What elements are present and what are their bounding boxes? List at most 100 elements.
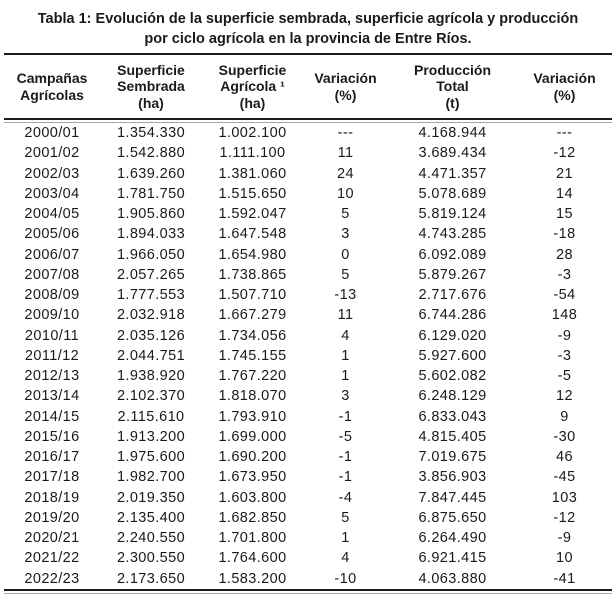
table-cell: -12: [553, 145, 576, 162]
table-row: 2011/12 2.044.751 1.745.155 1 5.927.600 -3: [4, 346, 612, 366]
table-row: 2006/07 1.966.050 1.654.980 0 6.092.089 28: [4, 245, 612, 265]
table-cell: 2.173.650: [116, 570, 186, 587]
column-header-line: Agrícola ¹: [220, 78, 285, 95]
table-row: 2003/04 1.781.750 1.515.650 10 5.078.689 14: [4, 184, 612, 204]
table-cell: 1.905.860: [116, 206, 186, 223]
table-cell: 2013/14: [24, 388, 80, 405]
table-cell: 6.875.650: [418, 509, 487, 526]
table-cell: 2011/12: [24, 347, 80, 364]
table-cell: 4: [341, 327, 350, 344]
table-cell: 1.654.980: [218, 246, 287, 263]
table-cell: 5: [341, 266, 350, 283]
column-header-line: Agrícolas: [20, 86, 84, 103]
table-cell: 1.542.880: [116, 145, 186, 162]
table-cell: 2009/10: [24, 307, 80, 324]
table-row: 2008/09 1.777.553 1.507.710 -13 2.717.676 -54: [4, 285, 612, 305]
table-cell: 1.639.260: [116, 165, 186, 182]
header-divider: [4, 118, 612, 123]
table-cell: 2022/23: [24, 570, 80, 587]
table-cell: 1.507.710: [218, 287, 287, 304]
table-cell: 1.767.220: [218, 368, 287, 385]
table-cell: -3: [557, 266, 572, 283]
table-row: 2002/03 1.639.260 1.381.060 24 4.471.357 21: [4, 164, 612, 184]
table-cell: 46: [556, 449, 573, 466]
data-table: Campañas Agrícolas Superficie Sembrada (ha) S…: [4, 53, 612, 594]
table-cell: 1.818.070: [218, 388, 287, 405]
table-cell: 9: [560, 408, 569, 425]
table-cell: -30: [553, 428, 576, 445]
table-cell: 2021/22: [24, 550, 80, 567]
table-cell: 2.717.676: [418, 287, 487, 304]
column-header-line: Campañas: [16, 70, 88, 86]
table-cell: 1.592.047: [218, 206, 287, 223]
table-cell: -3: [557, 347, 572, 364]
table-cell: 2002/03: [24, 165, 80, 182]
table-cell: 1.894.033: [116, 226, 186, 243]
table-cell: 2.102.370: [116, 388, 186, 405]
table-cell: 6.264.490: [418, 530, 487, 547]
table-cell: -5: [557, 368, 572, 385]
table-cell: -4: [338, 489, 353, 506]
column-header-line: (t): [445, 94, 460, 111]
table-cell: 10: [556, 550, 573, 567]
table-cell: 1.667.279: [218, 307, 287, 324]
table-cell: 2.019.350: [116, 489, 186, 506]
table-cell: 1: [341, 347, 350, 364]
table-cell: 6.092.089: [418, 246, 487, 263]
table-cell: -1: [338, 469, 353, 486]
table-cell: 10: [337, 185, 354, 202]
table-row: 2019/20 2.135.400 1.682.850 5 6.875.650 -12: [4, 508, 612, 528]
table-cell: 6.129.020: [418, 327, 487, 344]
table-row: 2015/16 1.913.200 1.699.000 -5 4.815.405 -30: [4, 427, 612, 447]
table-cell: 1.982.700: [116, 469, 186, 486]
table-cell: 1.738.865: [218, 266, 287, 283]
table-cell: 6.833.043: [418, 408, 487, 425]
table-cell: 3.856.903: [418, 469, 487, 486]
table-cell: 4.815.405: [418, 428, 487, 445]
table-row: 2001/02 1.542.880 1.111.100 11 3.689.434 -12: [4, 143, 612, 163]
table-cell: 24: [337, 165, 354, 182]
table-cell: 1: [341, 368, 350, 385]
table-cell: 1.966.050: [116, 246, 186, 263]
column-header-line: Total: [436, 78, 469, 95]
table-cell: 1.781.750: [116, 185, 186, 202]
column-header-line: Sembrada: [117, 78, 185, 95]
table-title: Tabla 1: Evolución de la superficie semb…: [8, 9, 608, 49]
table-cell: 1.913.200: [116, 428, 186, 445]
table-cell: 7.847.445: [418, 489, 487, 506]
table-cell: 2000/01: [24, 125, 80, 142]
table-cell: 3: [341, 388, 350, 405]
table-cell: 2004/05: [24, 206, 80, 223]
table-cell: 1.734.056: [218, 327, 287, 344]
table-row: 2017/18 1.982.700 1.673.950 -1 3.856.903 -45: [4, 467, 612, 487]
table-cell: -10: [334, 570, 357, 587]
table-cell: 1.745.155: [218, 347, 287, 364]
header-divider-dark-line: [4, 118, 612, 120]
table-cell: 1.381.060: [218, 165, 287, 182]
table-cell: 2.240.550: [116, 530, 186, 547]
column-header-line: Variación: [533, 70, 596, 86]
table-row: 2012/13 1.938.920 1.767.220 1 5.602.082 -5: [4, 366, 612, 386]
bottom-rule-light-line: [4, 592, 612, 594]
column-header-variacion-produccion: Variación (%): [517, 70, 612, 103]
table-row: 2016/17 1.975.600 1.690.200 -1 7.019.675 46: [4, 447, 612, 467]
table-row: 2009/10 2.032.918 1.667.279 11 6.744.286 148: [4, 305, 612, 325]
table-cell: 1.690.200: [218, 449, 287, 466]
table-row: 2014/15 2.115.610 1.793.910 -1 6.833.043 9: [4, 407, 612, 427]
table-cell: 3.689.434: [418, 145, 487, 162]
table-cell: 2001/02: [24, 145, 80, 162]
table-row: 2018/19 2.019.350 1.603.800 -4 7.847.445 103: [4, 488, 612, 508]
column-header-line: (%): [334, 86, 357, 103]
table-cell: 0: [341, 246, 350, 263]
table-cell: -54: [553, 287, 576, 304]
table-row: 2022/23 2.173.650 1.583.200 -10 4.063.880 -41: [4, 569, 612, 589]
table-cell: 1.699.000: [218, 428, 287, 445]
table-cell: 4.471.357: [418, 165, 487, 182]
table-cell: 1.764.600: [218, 550, 287, 567]
table-row: 2021/22 2.300.550 1.764.600 4 6.921.415 10: [4, 548, 612, 568]
table-title-line-2: por ciclo agrícola en la provincia de En…: [144, 31, 472, 47]
table-cell: 1.682.850: [218, 509, 287, 526]
column-header-produccion-total: Producción Total (t): [388, 62, 517, 112]
table-cell: 1.975.600: [116, 449, 186, 466]
